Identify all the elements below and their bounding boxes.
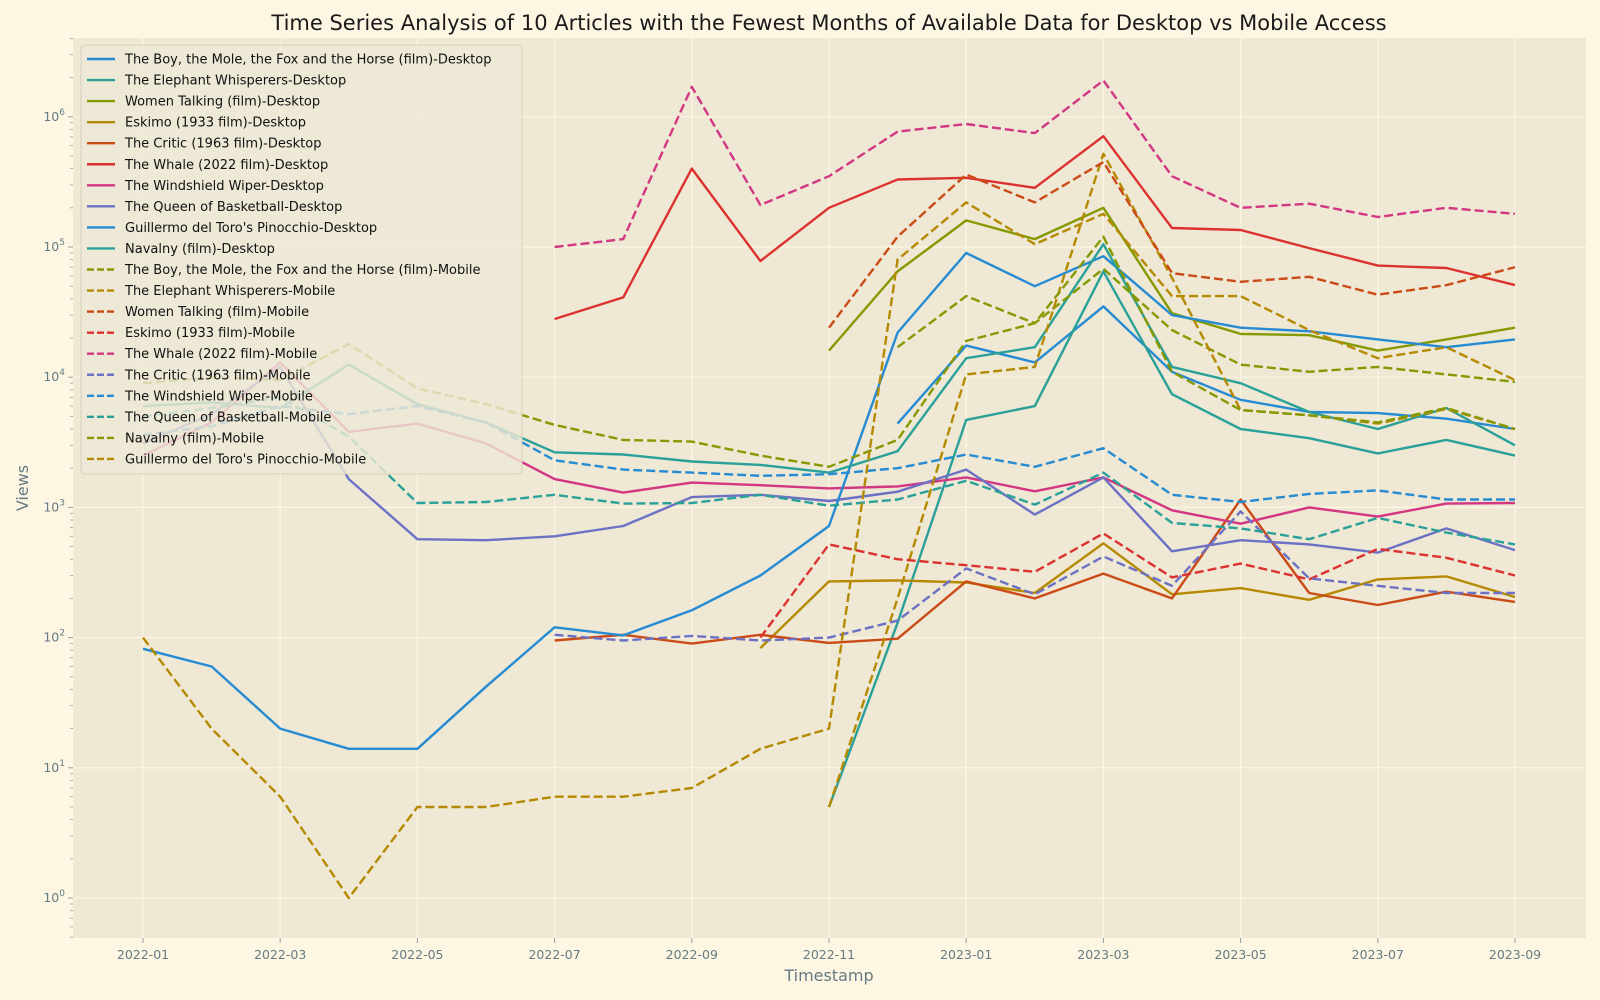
x-tick-label: 2023-09	[1489, 947, 1541, 962]
series-line-15	[554, 79, 1516, 249]
y-tick-label: 105	[43, 238, 65, 254]
legend-label: The Boy, the Mole, the Fox and the Horse…	[124, 53, 491, 68]
x-tick-label: 2023-03	[1077, 947, 1129, 962]
series-line-13	[828, 160, 1516, 329]
y-axis-label: Views	[13, 465, 32, 511]
x-tick-label: 2023-05	[1214, 947, 1266, 962]
chart-title: Time Series Analysis of 10 Articles with…	[270, 11, 1386, 35]
x-tick-label: 2022-01	[117, 947, 169, 962]
series-line-9	[142, 251, 1516, 750]
series-line-14	[759, 532, 1516, 639]
x-tick-label: 2023-01	[940, 947, 992, 962]
y-tick-label: 102	[43, 629, 65, 645]
x-axis-label: Timestamp	[783, 966, 873, 985]
x-tick-label: 2022-05	[391, 947, 443, 962]
legend-label: The Windshield Wiper-Mobile	[124, 389, 313, 404]
legend-label: Women Talking (film)-Desktop	[125, 95, 320, 110]
legend-label: Navalny (film)-Mobile	[125, 431, 264, 446]
x-tick-label: 2022-11	[803, 947, 855, 962]
series-line-20	[142, 201, 1516, 900]
legend-label: The Queen of Basketball-Mobile	[124, 410, 331, 425]
legend-label: Eskimo (1933 film)-Mobile	[125, 326, 295, 341]
legend-label: The Elephant Whisperers-Mobile	[124, 284, 335, 299]
legend-label: Navalny (film)-Desktop	[125, 242, 275, 257]
legend: The Boy, the Mole, the Fox and the Horse…	[80, 44, 523, 475]
legend-label: The Critic (1963 film)-Mobile	[124, 368, 311, 383]
y-tick-label: 101	[43, 759, 65, 775]
x-tick-label: 2022-07	[528, 947, 580, 962]
legend-label: The Whale (2022 film)-Desktop	[124, 158, 328, 173]
x-tick-label: 2023-07	[1352, 947, 1404, 962]
series-line-6	[554, 135, 1516, 321]
y-tick-label: 100	[43, 889, 65, 905]
y-tick-label: 104	[43, 368, 65, 384]
legend-label: The Critic (1963 film)-Desktop	[124, 137, 321, 152]
series-line-16	[554, 510, 1515, 642]
series-line-5	[554, 498, 1516, 645]
legend-label: The Queen of Basketball-Desktop	[124, 200, 342, 215]
series-line-4	[759, 542, 1516, 649]
legend-label: The Windshield Wiper-Desktop	[124, 179, 324, 194]
legend-box	[80, 44, 523, 475]
series-line-8	[142, 365, 1516, 554]
series-line-11	[896, 267, 1516, 384]
y-tick-label: 106	[43, 108, 65, 124]
y-tick-label: 103	[43, 498, 65, 514]
series-line-2	[827, 270, 1516, 808]
series-line-3	[828, 206, 1516, 352]
x-tick-label: 2022-09	[666, 947, 718, 962]
legend-label: Guillermo del Toro's Pinocchio-Desktop	[125, 221, 377, 236]
legend-label: Eskimo (1933 film)-Desktop	[125, 116, 306, 131]
x-tick-label: 2022-03	[254, 947, 306, 962]
legend-label: The Elephant Whisperers-Desktop	[124, 74, 346, 89]
legend-label: Women Talking (film)-Mobile	[125, 305, 309, 320]
legend-label: Guillermo del Toro's Pinocchio-Mobile	[125, 452, 366, 467]
axes-layer: 100 101 102 103 104 105 106 2022-01 2022-03 2022-…	[43, 38, 1541, 962]
legend-label: The Whale (2022 film)-Mobile	[124, 347, 317, 362]
legend-label: The Boy, the Mole, the Fox and the Horse…	[124, 263, 481, 278]
series-line-17	[142, 404, 1515, 504]
